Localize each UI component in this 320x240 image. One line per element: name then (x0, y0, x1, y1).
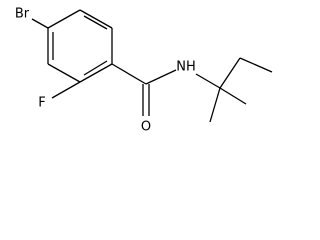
bond (47, 9, 81, 29)
bond (79, 63, 113, 83)
atom-label: Br (15, 7, 30, 22)
bond (209, 87, 221, 123)
bond (111, 63, 147, 85)
structure-diagram: Br F O NH (15, 7, 273, 135)
atom-label: F (38, 96, 45, 111)
bond (239, 57, 273, 73)
bond (219, 57, 241, 89)
bond (47, 63, 81, 83)
atom-label: NH (176, 60, 196, 75)
bond-f (51, 81, 81, 99)
bond-br (31, 18, 49, 29)
bond-n (145, 69, 177, 85)
double-bond (83, 60, 108, 76)
bond (219, 87, 247, 105)
double-bond (83, 15, 108, 30)
bonds (31, 9, 273, 123)
bond (79, 9, 113, 29)
bond-n (195, 73, 221, 89)
atom-label: O (141, 120, 151, 135)
